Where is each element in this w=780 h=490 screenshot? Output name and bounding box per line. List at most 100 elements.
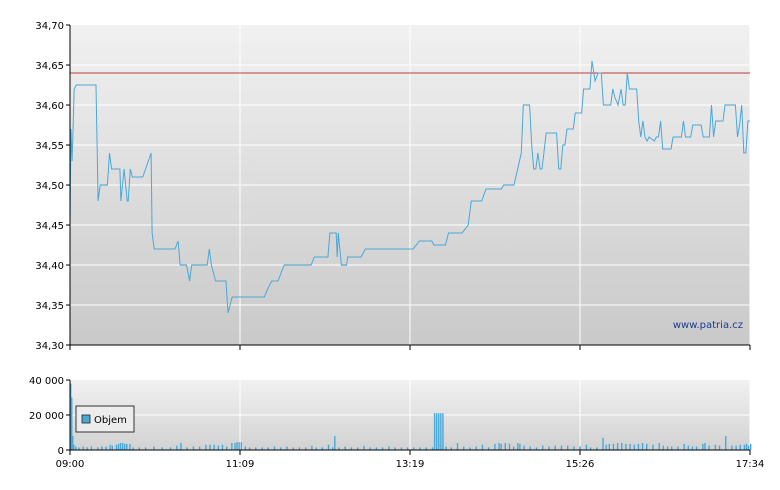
- volume-bar: [153, 446, 155, 450]
- volume-bar: [240, 442, 242, 450]
- volume-bar: [82, 446, 84, 450]
- volume-bar: [267, 447, 269, 450]
- volume-bar: [438, 413, 440, 450]
- price-y-tick-label: 34,50: [35, 181, 64, 192]
- volume-bar: [445, 446, 447, 450]
- volume-bar: [633, 444, 635, 450]
- volume-bar: [234, 443, 236, 450]
- volume-bar: [138, 447, 141, 450]
- volume-bar: [238, 442, 240, 450]
- volume-bar: [129, 443, 131, 450]
- volume-bar: [554, 445, 556, 450]
- x-tick-label: 17:34: [736, 459, 765, 470]
- price-y-tick-label: 34,70: [35, 21, 64, 32]
- volume-bar: [702, 443, 704, 450]
- volume-bar: [406, 447, 409, 450]
- volume-bar: [315, 447, 317, 450]
- volume-bar: [560, 445, 563, 450]
- volume-bar: [718, 445, 721, 450]
- volume-bar: [192, 446, 195, 450]
- volume-bar: [629, 443, 631, 450]
- price-series-line: [69, 60, 750, 314]
- volume-bar: [186, 447, 188, 450]
- price-y-tick-label: 34,30: [35, 341, 64, 352]
- volume-bar: [602, 437, 604, 450]
- price-y-tick-label: 34,60: [35, 101, 64, 112]
- volume-bar: [500, 443, 502, 450]
- volume-bar: [621, 443, 623, 450]
- volume-bar: [115, 444, 118, 450]
- volume-bar: [463, 446, 465, 450]
- volume-bar: [144, 447, 147, 450]
- volume-bar: [286, 446, 288, 450]
- volume-y-tick-label: 0: [58, 446, 64, 457]
- volume-bar: [431, 447, 434, 450]
- volume-bar: [124, 443, 126, 450]
- volume-bar: [494, 443, 496, 450]
- volume-bar: [280, 447, 282, 450]
- volume-bar: [132, 447, 134, 450]
- volume-bar: [519, 443, 521, 450]
- volume-legend: Objem: [75, 405, 135, 433]
- volume-bar: [90, 446, 93, 450]
- volume-bar: [350, 447, 353, 450]
- volume-bar: [169, 447, 172, 450]
- volume-bar: [311, 445, 313, 450]
- volume-bar: [529, 446, 531, 450]
- volume-y-axis: 40 000 20 000 0: [29, 376, 70, 457]
- volume-bar: [86, 447, 89, 450]
- volume-bar: [433, 413, 436, 450]
- volume-bar: [261, 447, 263, 450]
- volume-bar: [419, 447, 421, 450]
- volume-bar: [739, 444, 742, 450]
- volume-bar: [652, 444, 654, 450]
- volume-bar: [97, 447, 99, 450]
- volume-bar: [589, 447, 592, 450]
- volume-bar: [213, 444, 215, 450]
- volume-bar: [70, 383, 72, 450]
- volume-bar: [683, 443, 685, 450]
- volume-bar: [469, 447, 471, 450]
- volume-bar: [78, 447, 80, 450]
- volume-bar: [236, 442, 238, 450]
- volume-bar: [475, 446, 477, 450]
- volume-bar: [487, 447, 490, 450]
- volume-bar: [535, 447, 538, 450]
- volume-bar: [714, 444, 717, 450]
- volume-bar: [161, 447, 163, 450]
- volume-bar: [363, 445, 365, 450]
- volume-bar: [221, 444, 224, 450]
- volume-bar: [695, 446, 698, 450]
- volume-bar: [198, 446, 201, 450]
- volume-y-tick-label: 20 000: [29, 411, 64, 422]
- volume-bar: [512, 446, 515, 450]
- volume-bar: [334, 436, 336, 450]
- volume-bar: [646, 443, 648, 450]
- price-y-tick-label: 34,65: [35, 61, 64, 72]
- volume-bar: [548, 446, 550, 450]
- price-y-tick-label: 34,35: [35, 301, 64, 312]
- volume-bar: [176, 445, 178, 450]
- volume-bar: [687, 445, 690, 450]
- volume-bar: [375, 447, 378, 450]
- legend-label: Objem: [94, 415, 127, 426]
- volume-bar: [658, 443, 660, 450]
- volume-bar: [735, 445, 737, 450]
- volume-bar: [579, 446, 581, 450]
- x-tick-label: 13:19: [396, 459, 425, 470]
- volume-bar: [111, 445, 113, 450]
- volume-bar: [573, 446, 575, 450]
- volume-bar: [255, 447, 257, 450]
- volume-bar: [677, 446, 679, 450]
- volume-bar: [608, 443, 610, 450]
- volume-bar: [612, 443, 615, 450]
- volume-bar: [121, 443, 124, 450]
- volume-bar: [440, 413, 442, 450]
- volume-bar: [481, 444, 484, 450]
- x-tick-label: 11:09: [226, 459, 255, 470]
- volume-bar: [498, 443, 500, 450]
- volume-bar: [450, 447, 452, 450]
- volume-bar: [456, 443, 459, 450]
- volume-bar: [666, 446, 669, 450]
- volume-bar: [338, 447, 340, 450]
